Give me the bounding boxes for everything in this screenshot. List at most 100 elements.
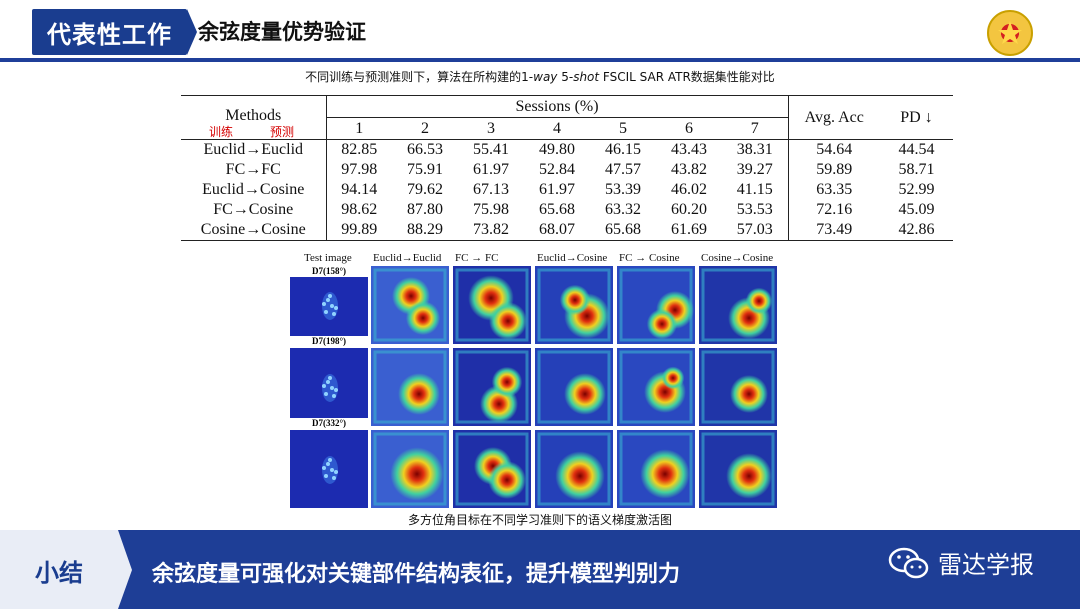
table-row: FC→Cosine 98.62 87.80 75.98 65.68 63.32 60.20 5… xyxy=(181,200,953,220)
heatmap-tile xyxy=(535,266,613,344)
value-cell: 38.31 xyxy=(722,139,789,160)
heatmap-tile xyxy=(453,348,531,426)
avg-cell: 59.89 xyxy=(816,161,853,178)
value-cell: 43.43 xyxy=(671,141,707,158)
value-cell: 49.80 xyxy=(539,141,575,158)
heatmap-tile xyxy=(371,348,449,426)
pd-cell: 58.71 xyxy=(898,161,935,178)
value-cell: 98.62 xyxy=(341,201,378,218)
value-cell: 87.80 xyxy=(407,201,443,218)
session-number: 4 xyxy=(553,119,561,137)
methods-header: Methods 训练 预测 xyxy=(181,95,327,140)
figure-caption: 多方位角目标在不同学习准则下的语义梯度激活图 xyxy=(407,513,672,527)
value-cell: 43.82 xyxy=(671,161,707,178)
figure-column-label: Euclid→Cosine xyxy=(537,252,608,264)
value-cell: 66.53 xyxy=(407,141,443,158)
value-cell: 52.84 xyxy=(539,161,575,178)
page-title: 余弦度量优势验证 xyxy=(198,20,366,44)
value-cell: 55.41 xyxy=(473,141,509,158)
table-row: Euclid→Cosine 94.14 79.62 67.13 61.97 53.39 46… xyxy=(181,180,953,200)
figure-column-label: Euclid→Euclid xyxy=(373,252,442,264)
test-image-tile xyxy=(290,266,368,344)
heatmap-tile xyxy=(699,348,777,426)
section-badge: 代表性工作 xyxy=(32,9,197,55)
value-cell: 57.03 xyxy=(722,220,789,241)
session-number: 6 xyxy=(685,119,693,137)
value-cell: 73.82 xyxy=(473,221,509,238)
heatmap-tile xyxy=(699,266,777,344)
value-cell: 39.27 xyxy=(722,160,789,180)
chevron-right-icon xyxy=(118,530,132,609)
value-cell: 61.97 xyxy=(473,161,509,178)
value-cell: 88.29 xyxy=(407,221,443,238)
summary-label-box xyxy=(0,530,118,609)
value-cell: 97.98 xyxy=(341,161,378,178)
value-cell: 67.13 xyxy=(473,181,509,198)
figure-column-label: FC → Cosine xyxy=(619,252,680,264)
heatmap-tile xyxy=(617,348,695,426)
heatmap-tile xyxy=(535,430,613,508)
heatmap-tile xyxy=(371,266,449,344)
heatmap-tile xyxy=(535,348,613,426)
avg-cell: 54.64 xyxy=(816,141,853,158)
value-cell: 65.68 xyxy=(605,221,641,238)
heatmap-tile xyxy=(617,430,695,508)
avg-cell: 73.49 xyxy=(816,221,853,238)
session-number: 2 xyxy=(421,119,429,137)
avg-cell: 72.16 xyxy=(816,201,853,218)
avg-acc-header: Avg. Acc xyxy=(788,95,880,140)
test-image-tile xyxy=(290,430,368,508)
value-cell: 46.02 xyxy=(671,181,707,198)
value-cell: 65.68 xyxy=(539,201,575,218)
session-number: 1 xyxy=(355,119,364,137)
sessions-header: Sessions (%) xyxy=(326,95,789,118)
session-number: 7 xyxy=(722,117,789,140)
value-cell: 60.20 xyxy=(671,201,707,218)
method-cell: Euclid→Cosine xyxy=(181,180,327,200)
angle-label: D7(158°) xyxy=(290,266,368,277)
train-label: 训练 xyxy=(209,125,234,139)
activation-map-figure: Test image Euclid→Euclid FC → FC Euclid→Cos… xyxy=(290,252,780,510)
pd-cell: 44.54 xyxy=(898,141,935,158)
session-number: 3 xyxy=(487,119,495,137)
value-cell: 46.15 xyxy=(605,141,641,158)
method-cell: Euclid→Euclid xyxy=(181,139,327,160)
pd-cell: 52.99 xyxy=(898,181,935,198)
method-cell: Cosine→Cosine xyxy=(181,220,327,241)
value-cell: 68.07 xyxy=(539,221,575,238)
heatmap-tile xyxy=(371,430,449,508)
heatmap-tile xyxy=(453,266,531,344)
value-cell: 41.15 xyxy=(722,180,789,200)
value-cell: 61.69 xyxy=(671,221,707,238)
method-cell: FC→Cosine xyxy=(181,200,327,220)
heatmap-tile xyxy=(617,266,695,344)
figure-column-label: FC → FC xyxy=(455,252,499,264)
value-cell: 94.14 xyxy=(341,181,378,198)
value-cell: 99.89 xyxy=(341,221,378,238)
university-logo-icon xyxy=(987,10,1033,56)
value-cell: 53.53 xyxy=(722,200,789,220)
angle-label: D7(332°) xyxy=(290,418,368,429)
pd-header: PD ↓ xyxy=(880,95,953,140)
summary-label: 小结 xyxy=(35,559,83,587)
table-row: Cosine→Cosine 99.89 88.29 73.82 68.07 65.68 61… xyxy=(181,220,953,241)
table-row: Euclid→Euclid 82.85 66.53 55.41 49.80 46.15 43… xyxy=(181,139,953,160)
method-cell: FC→FC xyxy=(181,160,327,180)
header-divider xyxy=(0,58,1080,62)
test-image-tile xyxy=(290,348,368,426)
session-number: 5 xyxy=(619,119,627,137)
value-cell: 79.62 xyxy=(407,181,443,198)
brand-name: 雷达学报 xyxy=(938,551,1034,579)
value-cell: 53.39 xyxy=(605,181,641,198)
table-caption: 不同训练与预测准则下，算法在所构建的1-way 5-shot FSCIL SAR… xyxy=(305,70,775,84)
summary-text: 余弦度量可强化对关键部件结构表征，提升模型判别力 xyxy=(152,562,681,587)
angle-label: D7(198°) xyxy=(290,336,368,347)
brand: 雷达学报 xyxy=(888,545,1034,580)
value-cell: 82.85 xyxy=(341,141,378,158)
pd-cell: 45.09 xyxy=(898,201,935,218)
figure-column-label: Test image xyxy=(304,252,352,264)
wechat-icon xyxy=(888,547,929,578)
results-table: Methods 训练 预测 Sessions (%) Avg. Acc PD ↓… xyxy=(181,95,953,241)
figure-column-label: Cosine→Cosine xyxy=(701,252,774,264)
value-cell: 61.97 xyxy=(539,181,575,198)
